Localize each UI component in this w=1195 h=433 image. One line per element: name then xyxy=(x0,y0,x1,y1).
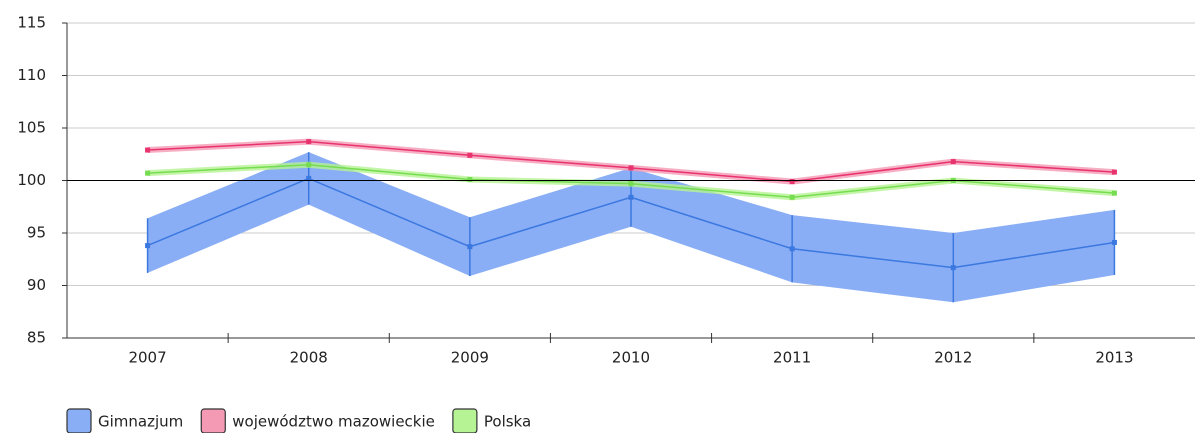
legend-label: Polska xyxy=(484,413,531,431)
legend-label: Gimnazjum xyxy=(98,413,183,431)
point xyxy=(789,179,795,185)
error-band xyxy=(147,152,1115,303)
y-tick-label: 115 xyxy=(17,14,46,32)
point xyxy=(467,152,473,158)
y-tick-label: 110 xyxy=(17,66,46,84)
point xyxy=(789,194,795,200)
legend-swatch xyxy=(200,408,226,433)
x-tick-label: 2013 xyxy=(1095,349,1133,367)
point xyxy=(628,194,634,200)
point xyxy=(467,244,473,250)
legend-label: województwo mazowieckie xyxy=(232,413,435,431)
legend-swatch xyxy=(452,408,478,433)
y-tick-label: 105 xyxy=(17,119,46,137)
y-tick-label: 95 xyxy=(27,224,46,242)
x-tick-label: 2011 xyxy=(773,349,811,367)
point xyxy=(306,162,312,168)
y-tick-label: 85 xyxy=(27,329,46,347)
point xyxy=(1111,239,1117,245)
y-tick-label: 90 xyxy=(27,276,46,294)
y-tick-label: 100 xyxy=(17,171,46,189)
point xyxy=(306,175,312,181)
point xyxy=(950,159,956,165)
legend-swatch xyxy=(66,408,92,433)
x-tick-label: 2012 xyxy=(934,349,972,367)
point xyxy=(628,165,634,171)
point xyxy=(1111,169,1117,175)
x-tick-label: 2010 xyxy=(612,349,650,367)
point xyxy=(628,181,634,187)
x-tick-label: 2008 xyxy=(290,349,328,367)
point xyxy=(789,246,795,252)
point xyxy=(306,139,312,145)
x-tick-label: 2009 xyxy=(451,349,489,367)
point xyxy=(145,147,151,153)
x-tick-label: 2007 xyxy=(128,349,166,367)
point xyxy=(467,176,473,182)
point xyxy=(145,243,151,249)
point xyxy=(1111,190,1117,196)
point xyxy=(145,170,151,176)
point xyxy=(950,265,956,271)
